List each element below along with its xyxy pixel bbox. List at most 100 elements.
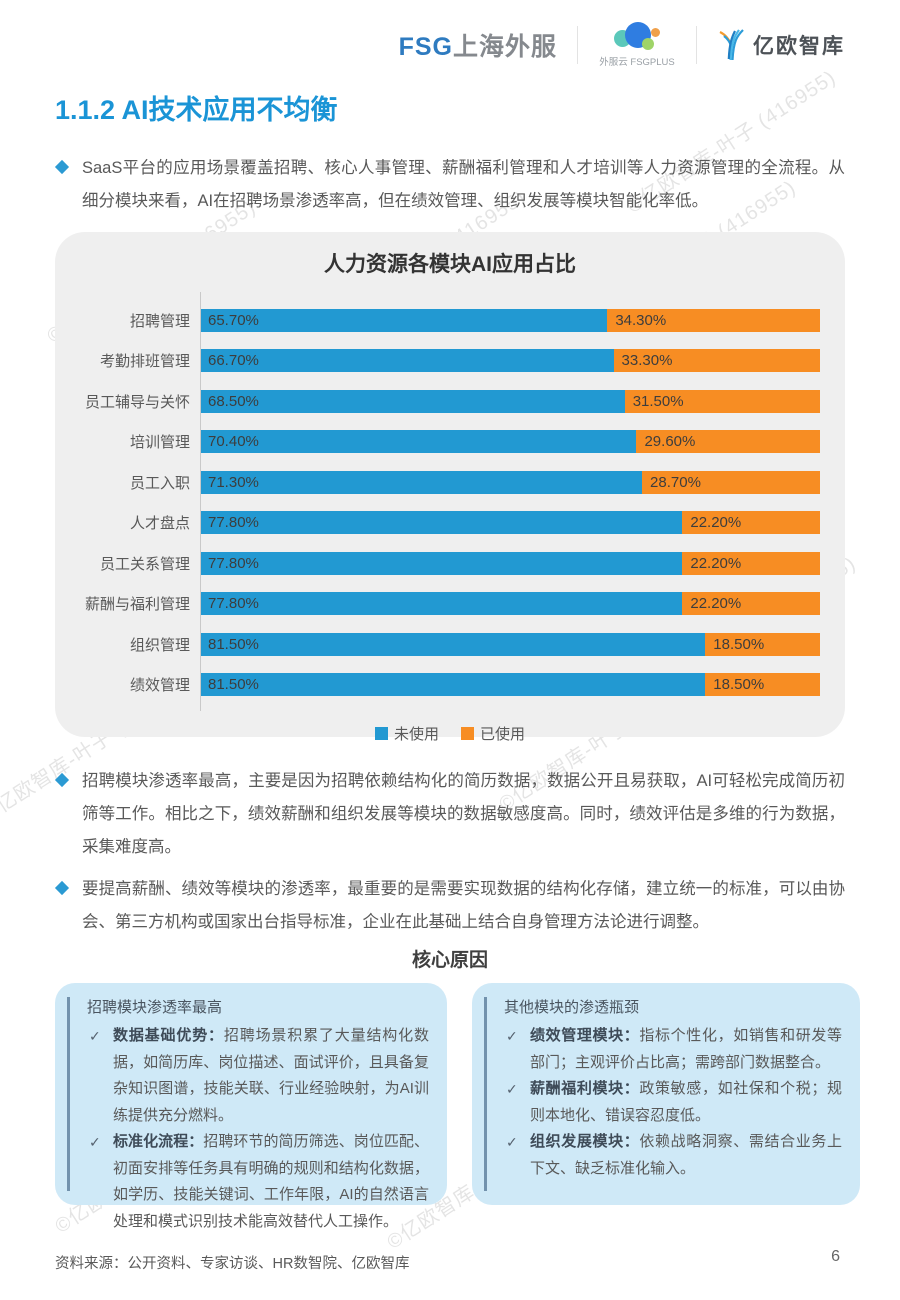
diamond-bullet-icon [54,772,70,788]
chart-row: 员工关系管理 77.80% 22.20% [55,543,820,584]
reason-box: 招聘模块渗透率最高 ✓ 数据基础优势：招聘场景积累了大量结构化数据，如简历库、岗位… [55,983,447,1230]
bar-value-label: 22.20% [690,554,742,572]
reason-box-title: 招聘模块渗透率最高 [87,999,223,1016]
fsg-logo-gray-text: 上海外服 [452,33,557,61]
chart-title: 人力资源各模块AI应用占比 [324,253,576,276]
bullet-text: 要提高薪酬、绩效等模块的渗透率，最重要的是需要实现数据的结构化存储，建立统一的标… [82,880,845,931]
bar-track: 81.50% 18.50% [200,632,820,656]
reason-item: ✓ 绩效管理模块：指标个性化，如销售和研发等部门；主观评价占比高；需跨部门数据整合… [504,1023,842,1076]
fsgplus-logo: 外服云 FSGPLUS [598,22,676,68]
bullet-paragraph: 要提高薪酬、绩效等模块的渗透率，最重要的是需要实现数据的结构化存储，建立统一的标… [54,873,845,939]
fsg-logo-blue-text: FSG [398,33,453,61]
bar-segment: 77.80% [200,511,683,535]
reason-box-list: ✓ 数据基础优势：招聘场景积累了大量结构化数据，如简历库、岗位描述、面试评价，且具… [87,1023,429,1235]
bar-value-label: 18.50% [713,635,765,653]
reason-text: 依赖战略洞察、需结合业务上下文、缺乏标准化输入。 [530,1133,842,1177]
checkmark-icon: ✓ [506,1028,518,1044]
chart-row: 绩效管理 81.50% 18.50% [55,665,820,706]
legend-item: 未使用 [374,723,439,744]
chart-row: 考勤排班管理 66.70% 33.30% [55,341,820,382]
bar-track: 68.50% 31.50% [200,389,820,413]
reason-item: ✓ 薪酬福利模块：政策敏感，如社保和个税；规则本地化、错误容忍度低。 [504,1076,842,1129]
legend-item: 已使用 [461,723,525,744]
chart-row: 员工入职 71.30% 28.70% [55,462,820,503]
page-number: 6 [831,1248,840,1265]
diamond-bullet-icon [54,159,70,175]
diamond-bullet-icon [54,880,70,896]
reason-term: 绩效管理模块： [530,1027,640,1044]
legend-swatch [374,727,388,740]
bar-value-label: 71.30% [208,473,259,491]
bar-value-label: 81.50% [208,635,259,653]
bar-segment: 65.70% [200,308,608,332]
bar-value-label: 66.70% [208,352,259,370]
reason-item: ✓ 数据基础优势：招聘场景积累了大量结构化数据，如简历库、岗位描述、面试评价，且具… [87,1023,429,1129]
bar-value-label: 22.20% [690,514,742,532]
legend-label: 已使用 [480,726,526,743]
bar-value-label: 34.30% [615,311,667,329]
chart-row: 组织管理 81.50% 18.50% [55,624,820,665]
bar-segment: 68.50% [200,389,625,413]
chart-row: 人才盘点 77.80% 22.20% [55,503,820,544]
bar-value-label: 31.50% [632,392,684,410]
bar-segment: 77.80% [200,592,683,616]
chart-axis-line [200,292,201,711]
source-note: 资料来源：公开资料、专家访谈、HR数智院、亿欧智库 [55,1256,410,1272]
bar-track: 66.70% 33.30% [200,349,820,373]
accent-line [67,997,70,1191]
reason-box: 其他模块的渗透瓶颈 ✓ 绩效管理模块：指标个性化，如销售和研发等部门；主观评价占比… [472,983,860,1205]
reason-text: 指标个性化，如销售和研发等部门；主观评价占比高；需跨部门数据整合。 [530,1027,842,1071]
bullet-text: 招聘模块渗透率最高，主要是因为招聘依赖结构化的简历数据，数据公开且易获取，AI可… [82,772,845,856]
bar-value-label: 18.50% [713,676,765,694]
reason-text: 招聘环节的简历筛选、岗位匹配、初面安排等任务具有明确的规则和结构化数据，如学历、… [113,1133,429,1230]
bar-value-label: 33.30% [621,352,673,370]
bar-value-label: 77.80% [208,595,259,613]
category-label: 员工关系管理 [99,555,190,573]
bar-segment: 77.80% [200,551,683,575]
header: FSG上海外服 外服云 FSGPLUS 亿欧智库 [399,22,845,68]
reason-box-title: 其他模块的渗透瓶颈 [504,999,640,1016]
category-label: 培训管理 [129,434,190,452]
bar-track: 70.40% 29.60% [200,430,820,454]
checkmark-icon: ✓ [506,1134,518,1150]
legend-label: 未使用 [393,726,439,743]
bar-value-label: 29.60% [644,433,696,451]
bar-value-label: 65.70% [208,311,259,329]
bullet-paragraph: 招聘模块渗透率最高，主要是因为招聘依赖结构化的简历数据，数据公开且易获取，AI可… [54,765,845,864]
reason-term: 组织发展模块： [530,1133,640,1150]
bar-segment: 18.50% [705,632,820,656]
bar-value-label: 28.70% [650,473,701,491]
header-divider [696,26,697,64]
bar-segment: 22.20% [682,551,820,575]
reason-term: 数据基础优势： [113,1027,224,1044]
bar-segment: 22.20% [682,592,820,616]
chart-rows: 招聘管理 65.70% 34.30% 考勤排班管理 66.70% 33.30% 员工辅导与关… [55,292,820,711]
equalocean-name: 亿欧智库 [753,35,845,58]
checkmark-icon: ✓ [89,1134,101,1150]
fsgplus-circles-icon [612,22,662,52]
fsgplus-caption: 外服云 FSGPLUS [599,57,675,68]
bar-segment: 81.50% [200,673,706,697]
bullet-paragraph: SaaS平台的应用场景覆盖招聘、核心人事管理、薪酬福利管理和人才培训等人力资源管… [54,152,845,218]
category-label: 招聘管理 [129,312,190,330]
chart-row: 薪酬与福利管理 77.80% 22.20% [55,584,820,625]
category-label: 考勤排班管理 [99,353,190,371]
reason-text: 政策敏感，如社保和个税；规则本地化、错误容忍度低。 [530,1080,842,1124]
chart-row: 招聘管理 65.70% 34.30% [55,300,820,341]
bullet-text: SaaS平台的应用场景覆盖招聘、核心人事管理、薪酬福利管理和人才培训等人力资源管… [82,159,845,210]
bar-segment: 66.70% [200,349,614,373]
bar-segment: 31.50% [624,389,820,413]
bar-track: 71.30% 28.70% [200,470,820,494]
bar-value-label: 81.50% [208,676,259,694]
equalocean-logo: 亿欧智库 [717,27,845,63]
chart-panel: 人力资源各模块AI应用占比 招聘管理 65.70% 34.30% 考勤排班管理 66.7… [55,232,845,743]
page-title: 1.1.2 AI技术应用不均衡 [55,95,338,125]
bar-value-label: 22.20% [690,595,742,613]
chart-legend: 未使用 已使用 [55,723,845,744]
checkmark-icon: ✓ [506,1081,518,1097]
category-label: 组织管理 [129,636,190,654]
accent-line [484,997,487,1191]
bar-segment: 81.50% [200,632,706,656]
bar-track: 81.50% 18.50% [200,673,820,697]
core-reason-title: 核心原因 [411,950,488,971]
